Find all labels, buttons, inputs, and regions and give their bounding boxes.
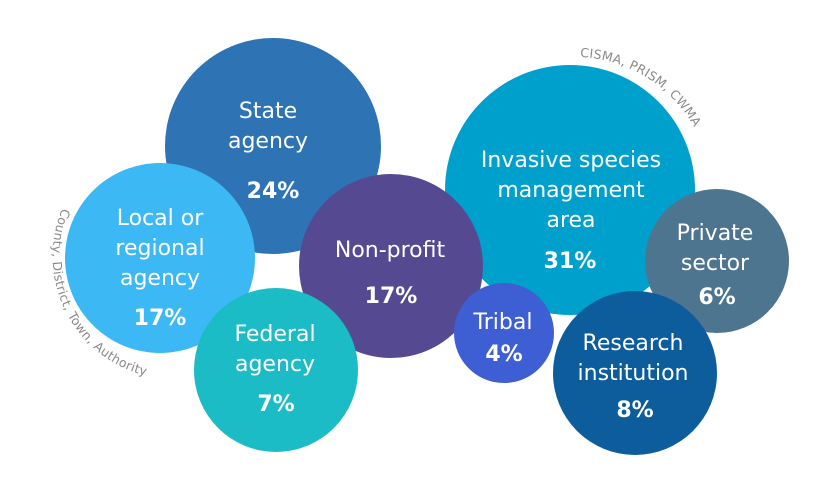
bubble-tribal: Tribal 4% xyxy=(454,283,554,383)
bubble-local-value: 17% xyxy=(134,306,187,331)
bubble-nonprofit-value: 17% xyxy=(365,284,418,309)
bubble-local-label: Local or xyxy=(117,206,204,231)
bubble-local: Local or regional agency 17% xyxy=(65,163,255,353)
bubble-federal-value: 7% xyxy=(257,392,294,417)
bubble-local-label: agency xyxy=(120,266,200,291)
bubble-invasive-label: area xyxy=(546,208,595,233)
bubble-invasive-value: 31% xyxy=(544,249,597,274)
bubble-invasive-circle xyxy=(445,65,695,315)
bubble-research-label: institution xyxy=(578,361,689,386)
bubble-state-label: State xyxy=(239,99,297,124)
bubble-nonprofit-label: Non-profit xyxy=(335,238,446,263)
bubble-research-label: Research xyxy=(583,331,684,356)
bubble-research-value: 8% xyxy=(616,398,653,423)
bubble-nonprofit: Non-profit 17% xyxy=(299,174,483,358)
bubble-private-circle xyxy=(645,189,789,333)
bubble-state-label: agency xyxy=(228,129,308,154)
bubble-invasive-label: Invasive species xyxy=(481,148,661,173)
bubble-tribal-label: Tribal xyxy=(473,310,533,335)
bubble-research: Research institution 8% xyxy=(553,291,717,455)
bubble-federal-label: agency xyxy=(235,352,315,377)
bubble-federal-label: Federal xyxy=(234,322,315,347)
bubble-local-label: regional xyxy=(115,236,204,261)
bubble-tribal-value: 4% xyxy=(485,342,522,367)
bubble-tribal-circle xyxy=(454,283,554,383)
bubble-private-label: sector xyxy=(681,251,750,276)
bubble-federal: Federal agency 7% xyxy=(194,288,358,452)
bubble-private: Private sector 6% xyxy=(645,189,789,333)
bubble-invasive: Invasive species management area 31% xyxy=(445,65,695,315)
bubble-invasive-label: management xyxy=(497,178,645,203)
bubble-private-label: Private xyxy=(677,221,754,246)
bubbles-layer: State agency 24% Invasive species management… xyxy=(65,38,789,455)
bubble-state-value: 24% xyxy=(247,179,300,204)
bubble-nonprofit-circle xyxy=(299,174,483,358)
bubble-research-circle xyxy=(553,291,717,455)
bubble-private-value: 6% xyxy=(698,285,735,310)
bubble-local-circle xyxy=(65,163,255,353)
bubble-federal-circle xyxy=(194,288,358,452)
